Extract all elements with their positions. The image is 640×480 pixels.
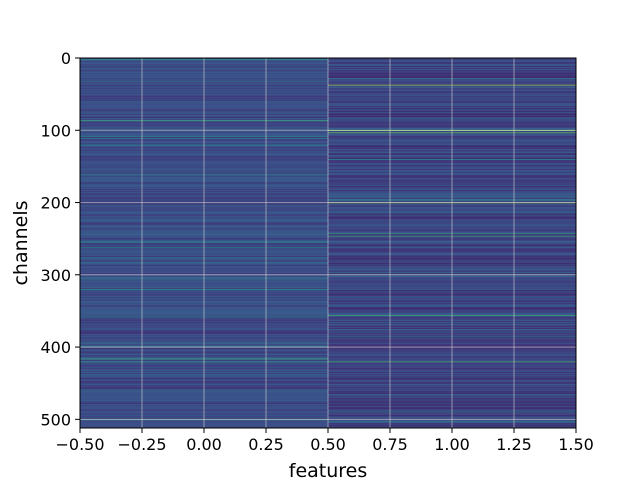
x-tick-label: 1.25 bbox=[496, 435, 532, 454]
x-axis-ticks: −0.50 −0.25 0.00 0.25 0.50 0.75 1.00 1.25 1.50 bbox=[55, 428, 594, 454]
y-tick-label: 0 bbox=[61, 49, 71, 68]
x-tick-label: 0.50 bbox=[310, 435, 346, 454]
x-tick-label: 0.75 bbox=[372, 435, 408, 454]
x-tick-label: 1.00 bbox=[434, 435, 470, 454]
x-tick-label: −0.25 bbox=[117, 435, 166, 454]
x-tick-label: 0.25 bbox=[248, 435, 284, 454]
y-tick-label: 300 bbox=[40, 266, 71, 285]
x-tick-label: 0.00 bbox=[186, 435, 222, 454]
x-tick-label: 1.50 bbox=[558, 435, 594, 454]
x-tick-label: −0.50 bbox=[55, 435, 104, 454]
y-tick-label: 400 bbox=[40, 338, 71, 357]
y-axis-ticks: 0 100 200 300 400 500 bbox=[40, 49, 80, 429]
y-axis-label: channels bbox=[10, 200, 32, 285]
x-axis-label: features bbox=[289, 460, 368, 480]
y-tick-label: 200 bbox=[40, 194, 71, 213]
y-tick-label: 500 bbox=[40, 410, 71, 429]
y-tick-label: 100 bbox=[40, 121, 71, 140]
